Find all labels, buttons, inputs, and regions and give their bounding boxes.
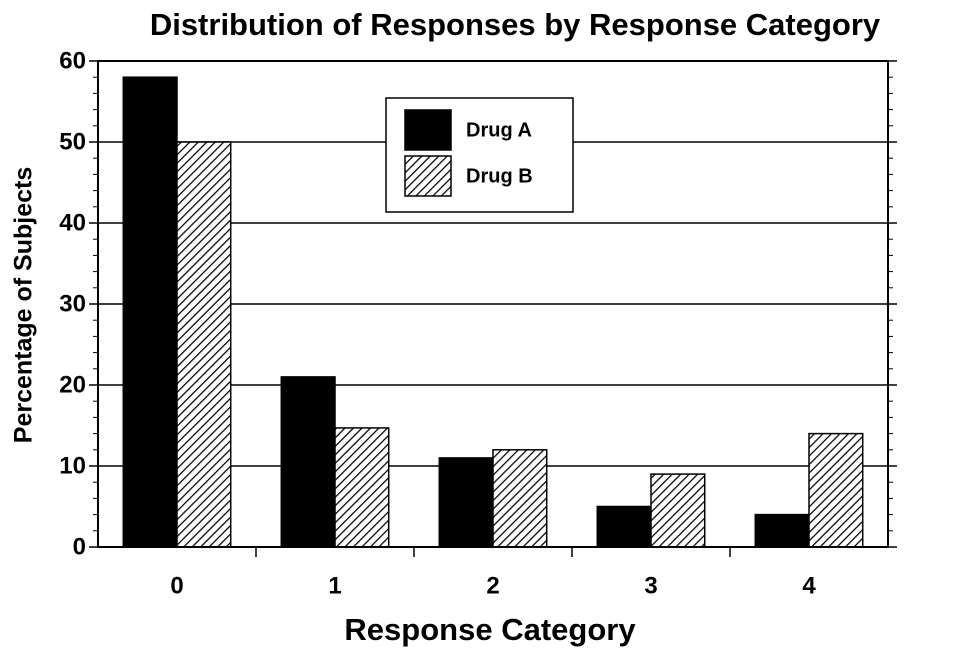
y-tick-label: 50	[59, 128, 86, 155]
bar	[280, 376, 336, 548]
bar	[754, 513, 810, 548]
bar	[122, 76, 178, 548]
y-tick-label: 60	[59, 47, 86, 74]
bar	[650, 473, 706, 548]
x-tick-label: 0	[170, 572, 183, 599]
y-axis-label: Percentage of Subjects	[10, 167, 38, 443]
y-tick-label: 20	[59, 371, 86, 398]
y-tick-label: 10	[59, 452, 86, 479]
legend-label: Drug A	[466, 119, 532, 141]
legend-label: Drug B	[466, 165, 533, 187]
bar	[596, 505, 652, 548]
bar	[176, 141, 232, 548]
bar	[492, 449, 548, 548]
y-tick-label: 30	[59, 290, 86, 317]
chart-title: Distribution of Responses by Response Ca…	[150, 7, 881, 42]
x-tick-label: 1	[328, 572, 341, 599]
x-tick-label: 3	[644, 572, 657, 599]
x-tick-label: 4	[802, 572, 816, 599]
bar	[438, 457, 494, 548]
bar	[808, 432, 864, 548]
legend-swatch	[404, 109, 452, 151]
legend-swatch	[404, 155, 452, 197]
y-tick-label: 40	[59, 209, 86, 236]
x-tick-label: 2	[486, 572, 499, 599]
x-axis-label: Response Category	[344, 612, 636, 647]
y-tick-label: 0	[73, 533, 86, 560]
plot-frame	[97, 60, 889, 548]
bar	[334, 427, 390, 548]
